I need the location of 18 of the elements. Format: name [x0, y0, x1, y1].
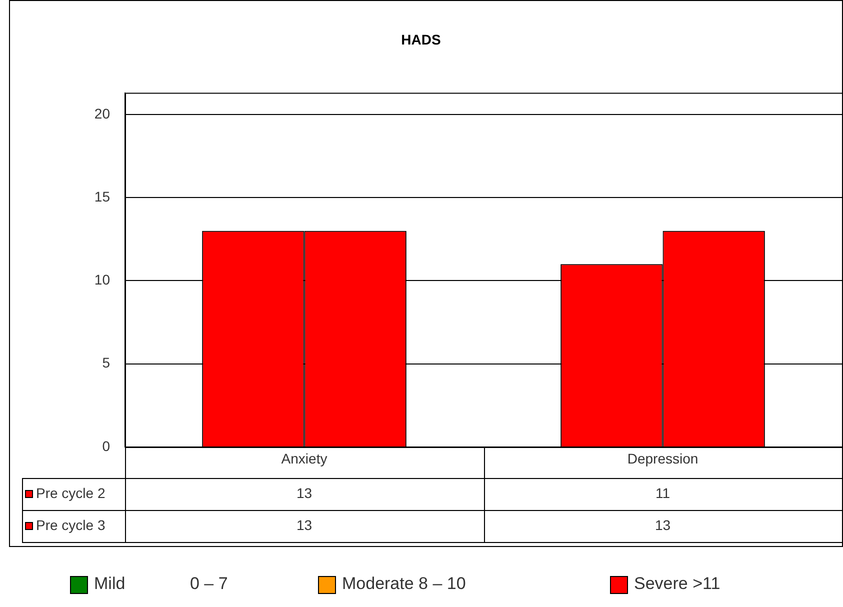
- text: 0 – 7: [190, 574, 228, 594]
- y-tick-label: 5: [102, 354, 110, 371]
- y-tick-label: 20: [94, 105, 110, 122]
- x-tick-label: Anxiety: [281, 450, 328, 466]
- chart-title: HADS: [401, 31, 441, 48]
- data-label: 13: [296, 516, 312, 533]
- text: Severe >11: [634, 574, 720, 594]
- x-tick-label: Depression: [627, 450, 698, 466]
- text: Moderate 8 – 10: [342, 574, 466, 594]
- legend-label: Pre cycle 2: [36, 484, 106, 501]
- y-tick-label: 0: [102, 438, 110, 454]
- data-label: 13: [654, 516, 671, 533]
- y-tick-label: 10: [94, 272, 110, 288]
- text: Mild: [94, 574, 126, 594]
- data-label: 13: [296, 484, 312, 501]
- y-tick-label: 15: [94, 188, 110, 204]
- legend-label: Pre cycle 3: [36, 516, 106, 533]
- data-label: 11: [655, 484, 670, 501]
